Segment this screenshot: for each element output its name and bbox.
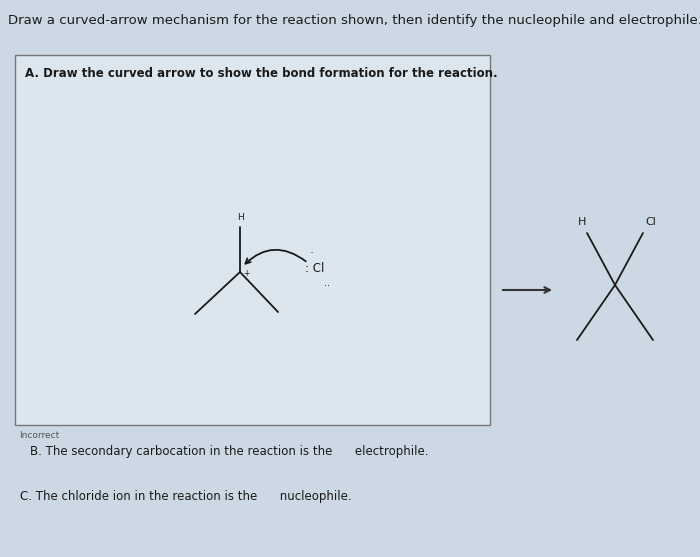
Text: : Cl: : Cl (305, 261, 324, 275)
Text: ··: ·· (309, 250, 314, 258)
Text: +: + (243, 269, 249, 278)
Text: ··: ·· (324, 281, 330, 291)
Text: Draw a curved-arrow mechanism for the reaction shown, then identify the nucleoph: Draw a curved-arrow mechanism for the re… (8, 14, 700, 27)
Text: Incorrect: Incorrect (19, 431, 60, 440)
Text: B. The secondary carbocation in the reaction is the      electrophile.: B. The secondary carbocation in the reac… (30, 445, 428, 458)
FancyArrowPatch shape (246, 250, 306, 263)
Text: Cl: Cl (645, 217, 657, 227)
Bar (15, 55, 490, 425)
Text: A. Draw the curved arrow to show the bond formation for the reaction.: A. Draw the curved arrow to show the bon… (25, 67, 498, 80)
Text: C. The chloride ion in the reaction is the      nucleophile.: C. The chloride ion in the reaction is t… (20, 490, 351, 503)
Text: H: H (237, 213, 244, 222)
Text: H: H (578, 217, 586, 227)
